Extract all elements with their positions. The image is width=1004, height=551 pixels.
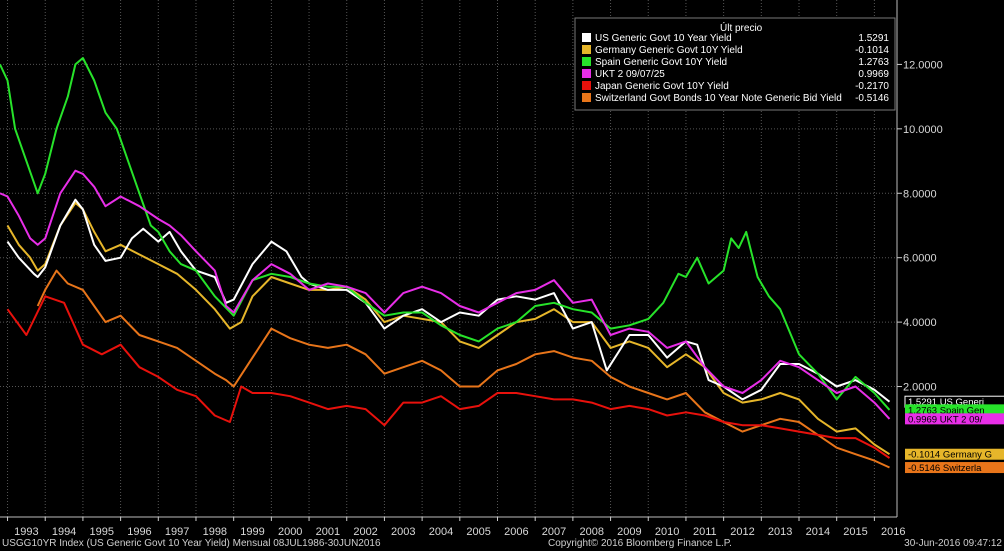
end-label-text: 1.2763 Spain Gen	[908, 405, 985, 416]
end-label-4: 1.2763 Spain Gen	[905, 404, 1004, 416]
legend-swatch	[582, 81, 591, 90]
x-tick-label: 2004	[429, 526, 453, 538]
y-axis: 2.0000 4.0000 6.0000 8.0000 10.0000 12.0000	[897, 59, 943, 394]
footer-timestamp: 30-Jun-2016 09:47:12	[904, 538, 1002, 549]
legend-swatch	[582, 69, 591, 78]
x-tick-label: 2003	[391, 526, 415, 538]
end-label-box	[905, 404, 1004, 416]
legend-series-value: -0.2170	[855, 81, 889, 92]
x-tick-label: 2000	[278, 526, 302, 538]
legend-swatch	[582, 57, 591, 66]
x-tick-label: 1998	[203, 526, 227, 538]
y-tick-label: 6.0000	[903, 253, 937, 265]
y-tick-label: 4.0000	[903, 317, 937, 329]
y-tick-label: 10.0000	[903, 124, 943, 136]
legend-header: Últ precio	[720, 21, 763, 34]
legend-series-name: Germany Generic Govt 10Y Yield	[595, 45, 743, 56]
series-line-0	[36, 269, 890, 469]
legend-swatch	[582, 33, 591, 42]
legend-series-name: Spain Generic Govt 10Y Yield	[595, 57, 727, 68]
x-tick-label: 2011	[693, 526, 717, 538]
series-line-1	[6, 295, 891, 459]
end-label-text: -0.5146 Switzerla	[908, 463, 982, 474]
x-tick-label: 2002	[353, 526, 377, 538]
footer-security-description: USGG10YR Index (US Generic Govt 10 Year …	[2, 538, 381, 549]
end-label-box	[905, 448, 1004, 460]
x-tick-label: 1993	[14, 526, 38, 538]
end-labels: -0.5146 Switzerla -0.1014 Germany G 1.5291…	[904, 395, 1004, 474]
x-axis: 1993 1994 1995 1996 1997 1998 1999 2000 2001 2002…	[7, 517, 905, 538]
legend-series-value: -0.5146	[855, 93, 889, 104]
x-tick-label: 2013	[768, 526, 792, 538]
x-tick-label: 2007	[542, 526, 566, 538]
x-tick-label: 1996	[127, 526, 151, 538]
x-tick-label: 2001	[316, 526, 340, 538]
end-label-0: -0.5146 Switzerla	[905, 462, 1004, 474]
axis-frame	[0, 0, 898, 518]
end-label-box	[905, 462, 1004, 474]
end-label-5: 0.9969 UKT 2 09/	[905, 413, 1004, 425]
x-tick-label: 1995	[90, 526, 114, 538]
end-label-text: -0.1014 Germany G	[908, 450, 992, 461]
legend-box	[574, 17, 896, 111]
x-tick-label: 2005	[466, 526, 490, 538]
end-label-box	[905, 413, 1004, 425]
footer-copyright: Copyright© 2016 Bloomberg Finance L.P.	[548, 538, 732, 549]
x-tick-label: 2016	[881, 526, 905, 538]
y-tick-label: 8.0000	[903, 188, 937, 200]
legend-series-value: 0.9969	[858, 69, 889, 80]
x-tick-label: 1994	[52, 526, 76, 538]
x-tick-label: 2015	[843, 526, 867, 538]
grid	[0, 0, 897, 517]
series-layer	[0, 57, 891, 469]
series-line-5	[0, 169, 891, 420]
x-tick-label: 2012	[730, 526, 754, 538]
x-tick-label: 1997	[165, 526, 189, 538]
x-tick-label: 2010	[655, 526, 679, 538]
series-line-4	[0, 57, 891, 411]
end-label-text: 1.5291 US Generi	[908, 397, 984, 408]
x-tick-label: 2008	[579, 526, 603, 538]
end-label-text: 0.9969 UKT 2 09/	[908, 414, 983, 425]
x-tick-label: 2006	[504, 526, 528, 538]
legend-series-name: US Generic Govt 10 Year Yield	[595, 33, 732, 44]
y-tick-label: 2.0000	[903, 382, 937, 394]
legend-series-name: UKT 2 09/07/25	[595, 69, 665, 80]
legend-series-value: -0.1014	[855, 45, 889, 56]
x-tick-label: 1999	[240, 526, 264, 538]
legend-series-name: Japan Generic Govt 10Y Yield	[595, 81, 729, 92]
legend-series-value: 1.5291	[858, 33, 889, 44]
legend-swatch	[582, 93, 591, 102]
x-tick-label: 2009	[617, 526, 641, 538]
end-label-2: -0.1014 Germany G	[905, 448, 1004, 461]
y-tick-label: 12.0000	[903, 59, 943, 71]
legend-swatch	[582, 45, 591, 54]
x-tick-label: 2014	[806, 526, 830, 538]
series-line-3	[6, 198, 891, 403]
legend-series-value: 1.2763	[858, 57, 889, 68]
legend-series-name: Switzerland Govt Bonds 10 Year Note Gene…	[595, 93, 842, 104]
